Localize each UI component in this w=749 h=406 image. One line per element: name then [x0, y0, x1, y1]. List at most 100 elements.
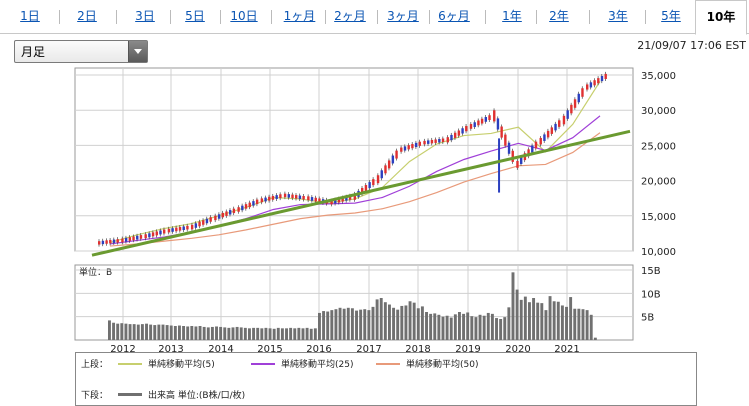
volume-bar [560, 305, 564, 340]
candle-body [330, 200, 333, 205]
volume-bar [556, 301, 560, 340]
candle-body [493, 110, 496, 122]
volume-bar [112, 322, 116, 340]
volume-bar [272, 328, 276, 340]
volume-bar [202, 326, 206, 340]
volume-bar [260, 328, 264, 340]
volume-bar [330, 310, 334, 340]
legend-ma5-swatch [118, 363, 142, 365]
candle-body [507, 142, 511, 154]
candle-body [450, 134, 453, 141]
volume-bar [445, 315, 449, 340]
candle-body [345, 196, 348, 201]
candle-body [268, 196, 271, 201]
candle-body [589, 82, 593, 88]
chevron-down-icon[interactable] [128, 41, 147, 62]
tab-2日[interactable]: 2日 [77, 9, 97, 23]
candle-body [531, 145, 534, 153]
candle-body [496, 118, 500, 130]
volume-bar [219, 326, 223, 340]
volume-bar [441, 316, 445, 340]
x-tick-label: 2019 [455, 344, 480, 352]
volume-bar [593, 337, 597, 340]
volume-bar [124, 323, 128, 340]
candle-body [446, 137, 449, 143]
candle-body [175, 227, 178, 232]
candle-body [457, 130, 461, 136]
x-tick-label: 2018 [405, 344, 430, 352]
volume-bar [190, 326, 194, 340]
volume-bar [231, 327, 235, 340]
tab-1日[interactable]: 1日 [20, 9, 40, 23]
candle-body [341, 197, 344, 202]
volume-tick-label: 5B [641, 313, 654, 324]
volume-bar [359, 309, 363, 340]
candle-body [461, 128, 464, 134]
volume-bar [470, 316, 474, 340]
candle-body [121, 238, 124, 243]
volume-bar [165, 325, 169, 340]
volume-bar [280, 328, 284, 340]
candle-body [310, 197, 314, 201]
candle-body [209, 217, 212, 222]
candle-body [237, 207, 240, 212]
tab-2年[interactable]: 2年 [549, 9, 569, 23]
volume-bar [544, 310, 548, 340]
volume-bar [194, 326, 198, 340]
candle-body [473, 122, 476, 128]
volume-bar [536, 302, 540, 340]
y-tick-label: 15,000 [641, 212, 676, 223]
tab-1年[interactable]: 1年 [502, 9, 522, 23]
candle-body [414, 142, 418, 148]
legend-ma50: 単純移動平均(50) [406, 360, 479, 370]
candle-body [434, 139, 437, 143]
candle-body [151, 232, 155, 237]
tab-3日[interactable]: 3日 [135, 9, 155, 23]
candle-body [534, 141, 538, 149]
tab-6ヶ月[interactable]: 6ヶ月 [438, 9, 470, 23]
volume-bar [367, 310, 371, 340]
volume-bar [355, 310, 358, 340]
tab-10日[interactable]: 10日 [230, 9, 258, 23]
candle-body [217, 214, 221, 219]
tab-1ヶ月[interactable]: 1ヶ月 [283, 9, 316, 23]
candle-body [318, 198, 321, 203]
volume-bar [569, 297, 573, 340]
tab-3年[interactable]: 3年 [608, 9, 628, 23]
volume-bar [573, 308, 577, 340]
tab-10年[interactable]: 10年 [695, 0, 747, 35]
volume-bar [499, 319, 503, 340]
candle-body [334, 199, 337, 204]
y-tick-label: 35,000 [641, 71, 676, 82]
candle-body [116, 239, 119, 243]
x-tick-label: 2015 [257, 344, 282, 352]
tab-5日[interactable]: 5日 [185, 9, 205, 23]
candle-body [586, 84, 589, 90]
volume-bar [482, 315, 486, 340]
candle-body [148, 233, 151, 238]
volume-bar [153, 325, 157, 340]
candle-body [101, 240, 105, 245]
candle-body [570, 104, 573, 114]
candle-body [403, 146, 407, 151]
volume-unit-label: 単位：B [79, 266, 112, 278]
candle-body [124, 237, 128, 242]
tab-5年[interactable]: 5年 [661, 9, 681, 23]
tab-separator [644, 10, 646, 24]
tab-separator [484, 10, 486, 24]
candle-body [543, 134, 546, 141]
candle-body [302, 196, 305, 200]
tab-separator [588, 10, 590, 24]
tab-2ヶ月[interactable]: 2ヶ月 [334, 9, 366, 23]
candle-body [162, 229, 166, 234]
x-tick-label: 2017 [356, 344, 381, 352]
y-tick-label: 30,000 [641, 106, 676, 117]
tab-3ヶ月[interactable]: 3ヶ月 [387, 9, 419, 23]
volume-bar [528, 302, 531, 340]
candle-body [287, 194, 291, 198]
period-select[interactable]: 月足 [14, 40, 148, 63]
volume-bar [293, 328, 297, 340]
candle-body [248, 202, 251, 208]
candle-body [430, 139, 434, 144]
volume-bar [186, 326, 190, 340]
